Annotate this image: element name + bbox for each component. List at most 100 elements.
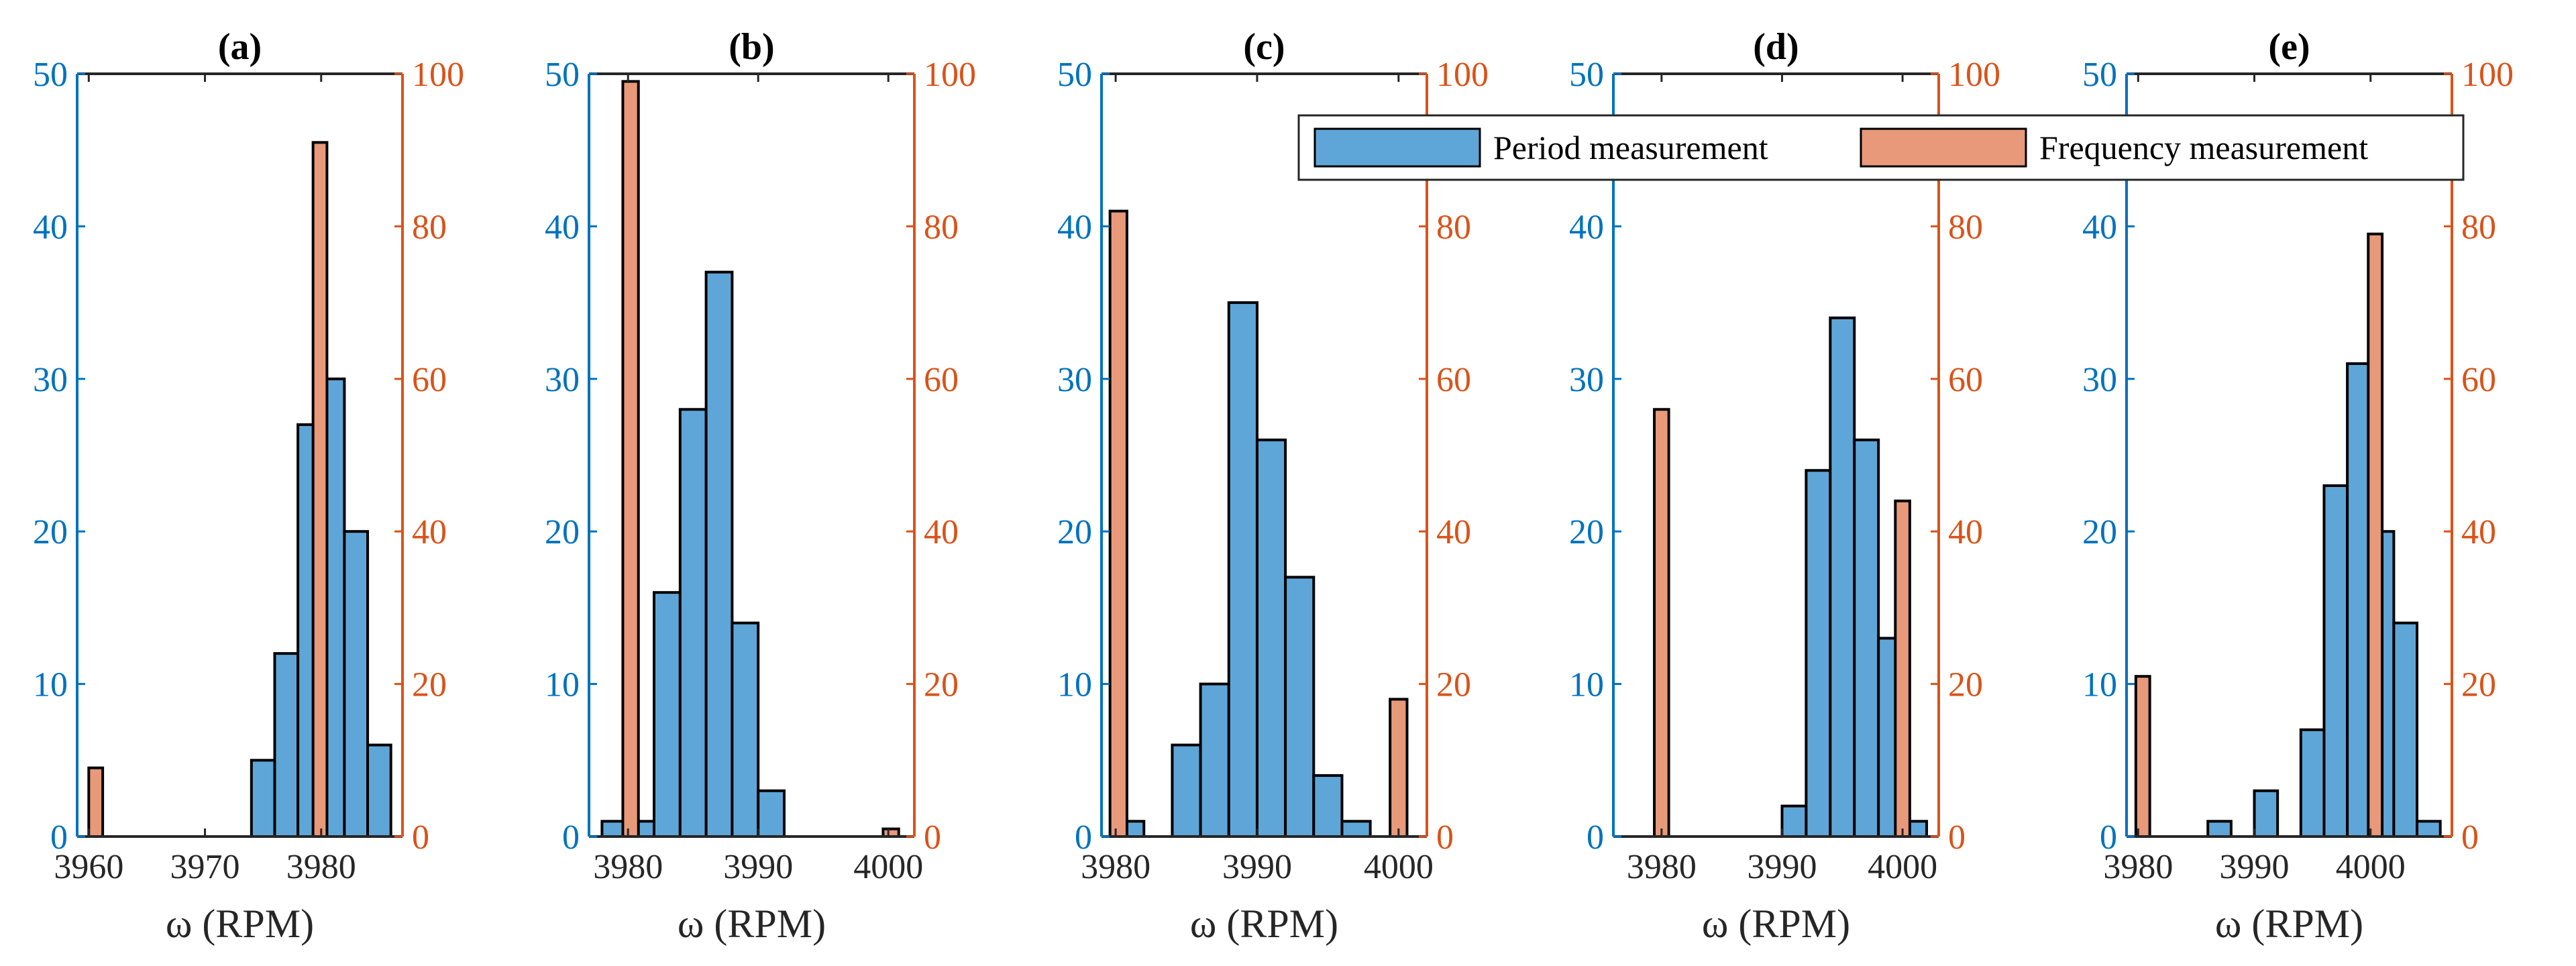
legend-frequency-label: Frequency measurement xyxy=(2039,129,2368,166)
period-bar xyxy=(2416,820,2442,839)
panel-title: (a) xyxy=(218,26,262,68)
panel-title: (c) xyxy=(1243,26,1285,68)
panel-a: 0 10 20 30 40 50 0 20 40 60 80 100 3960 3970 3980 (a) ω … xyxy=(33,26,464,946)
right-tick-label: 0 xyxy=(2461,818,2479,857)
x-tick-label: 4000 xyxy=(2336,848,2406,886)
left-tick-label: 20 xyxy=(1057,513,1092,551)
panel-title: (d) xyxy=(1753,26,1799,68)
period-bar xyxy=(1312,774,1344,839)
left-tick-label: 50 xyxy=(2082,56,2117,94)
period-bar xyxy=(1805,469,1832,838)
x-tick-label: 3990 xyxy=(723,848,793,886)
left-tick-label: 50 xyxy=(1057,56,1092,94)
frequency-bar xyxy=(1894,499,1911,838)
period-bar xyxy=(366,743,392,839)
right-tick-label: 40 xyxy=(1948,513,1983,551)
panel-title: (e) xyxy=(2268,26,2310,68)
right-tick-label: 100 xyxy=(1436,56,1489,94)
period-bar xyxy=(1780,804,1808,839)
period-bar xyxy=(250,759,276,839)
left-tick-label: 40 xyxy=(1057,208,1092,246)
period-bar xyxy=(731,621,760,838)
x-tick-label: 3960 xyxy=(54,848,123,886)
right-tick-label: 0 xyxy=(1948,818,1966,857)
period-bar xyxy=(1171,743,1202,839)
x-tick-label: 3980 xyxy=(2103,848,2173,886)
period-bar xyxy=(2206,820,2233,839)
left-tick-label: 0 xyxy=(50,818,68,857)
left-tick-label: 50 xyxy=(545,56,580,94)
period-bar xyxy=(653,591,682,838)
right-tick-label: 20 xyxy=(1948,666,1983,704)
right-tick-label: 60 xyxy=(924,361,959,399)
x-tick-label: 3970 xyxy=(170,848,240,886)
x-axis-label: ω (RPM) xyxy=(166,902,314,946)
period-bar xyxy=(1255,438,1287,838)
x-tick-label: 3990 xyxy=(1747,848,1817,886)
left-tick-label: 10 xyxy=(2082,666,2117,704)
left-tick-label: 40 xyxy=(33,208,68,246)
x-tick-label: 3980 xyxy=(286,848,356,886)
period-bar xyxy=(757,789,786,839)
x-tick-label: 3980 xyxy=(1081,848,1150,886)
period-bar xyxy=(1340,820,1372,839)
right-tick-label: 80 xyxy=(1436,208,1471,246)
right-tick-label: 80 xyxy=(1948,208,1983,246)
period-bar xyxy=(1199,682,1230,838)
left-tick-label: 10 xyxy=(33,666,68,704)
left-tick-label: 30 xyxy=(1057,361,1092,399)
right-tick-label: 60 xyxy=(2461,361,2496,399)
period-bar xyxy=(1284,576,1316,838)
legend-period-label: Period measurement xyxy=(1493,129,1768,166)
right-tick-label: 40 xyxy=(924,513,959,551)
left-tick-label: 20 xyxy=(1569,513,1604,551)
period-bar xyxy=(678,408,708,838)
period-bar xyxy=(2253,789,2279,839)
left-tick-label: 20 xyxy=(33,513,68,551)
x-tick-label: 4000 xyxy=(853,848,923,886)
x-axis-label: ω (RPM) xyxy=(678,902,826,946)
x-tick-label: 3990 xyxy=(1222,848,1292,886)
right-tick-label: 20 xyxy=(924,666,959,704)
period-bar xyxy=(1227,301,1258,839)
frequency-bar xyxy=(1108,209,1128,839)
right-tick-label: 0 xyxy=(412,818,429,857)
panel-d: 0 10 20 30 40 50 0 20 40 60 80 100 3980 3990 4000 (d) ω … xyxy=(1569,26,2000,946)
frequency-bar xyxy=(2367,232,2384,838)
frequency-bar xyxy=(2134,675,2151,838)
left-tick-label: 10 xyxy=(1057,666,1092,704)
right-tick-label: 20 xyxy=(412,666,447,704)
left-tick-label: 50 xyxy=(33,56,68,94)
period-bar xyxy=(2299,728,2326,838)
right-tick-label: 100 xyxy=(2461,56,2514,94)
x-tick-label: 4000 xyxy=(1868,848,1937,886)
period-bar xyxy=(2392,621,2419,838)
right-tick-label: 80 xyxy=(2461,208,2496,246)
left-tick-label: 40 xyxy=(1569,208,1604,246)
left-tick-label: 50 xyxy=(1569,56,1604,94)
right-tick-label: 0 xyxy=(924,818,941,857)
right-tick-label: 20 xyxy=(1436,666,1471,704)
right-tick-label: 100 xyxy=(924,56,976,94)
right-tick-label: 60 xyxy=(412,361,447,399)
period-bar xyxy=(1853,438,1880,838)
right-tick-label: 100 xyxy=(412,56,464,94)
left-tick-label: 30 xyxy=(545,361,580,399)
x-axis-label: ω (RPM) xyxy=(1190,902,1338,946)
panel-title: (b) xyxy=(729,26,774,68)
left-tick-label: 0 xyxy=(1075,818,1092,857)
frequency-bar xyxy=(1653,408,1670,838)
right-tick-label: 80 xyxy=(412,208,447,246)
period-bar xyxy=(2322,484,2349,838)
left-tick-label: 30 xyxy=(2082,361,2117,399)
frequency-bar xyxy=(311,141,329,839)
x-axis-label: ω (RPM) xyxy=(1702,902,1850,946)
right-tick-label: 60 xyxy=(1436,361,1471,399)
legend: Period measurement Frequency measurement xyxy=(1297,114,2465,181)
x-axis-label: ω (RPM) xyxy=(2215,902,2363,946)
right-tick-label: 0 xyxy=(1436,818,1454,857)
left-tick-label: 10 xyxy=(1569,666,1604,704)
left-tick-label: 0 xyxy=(1587,818,1604,857)
